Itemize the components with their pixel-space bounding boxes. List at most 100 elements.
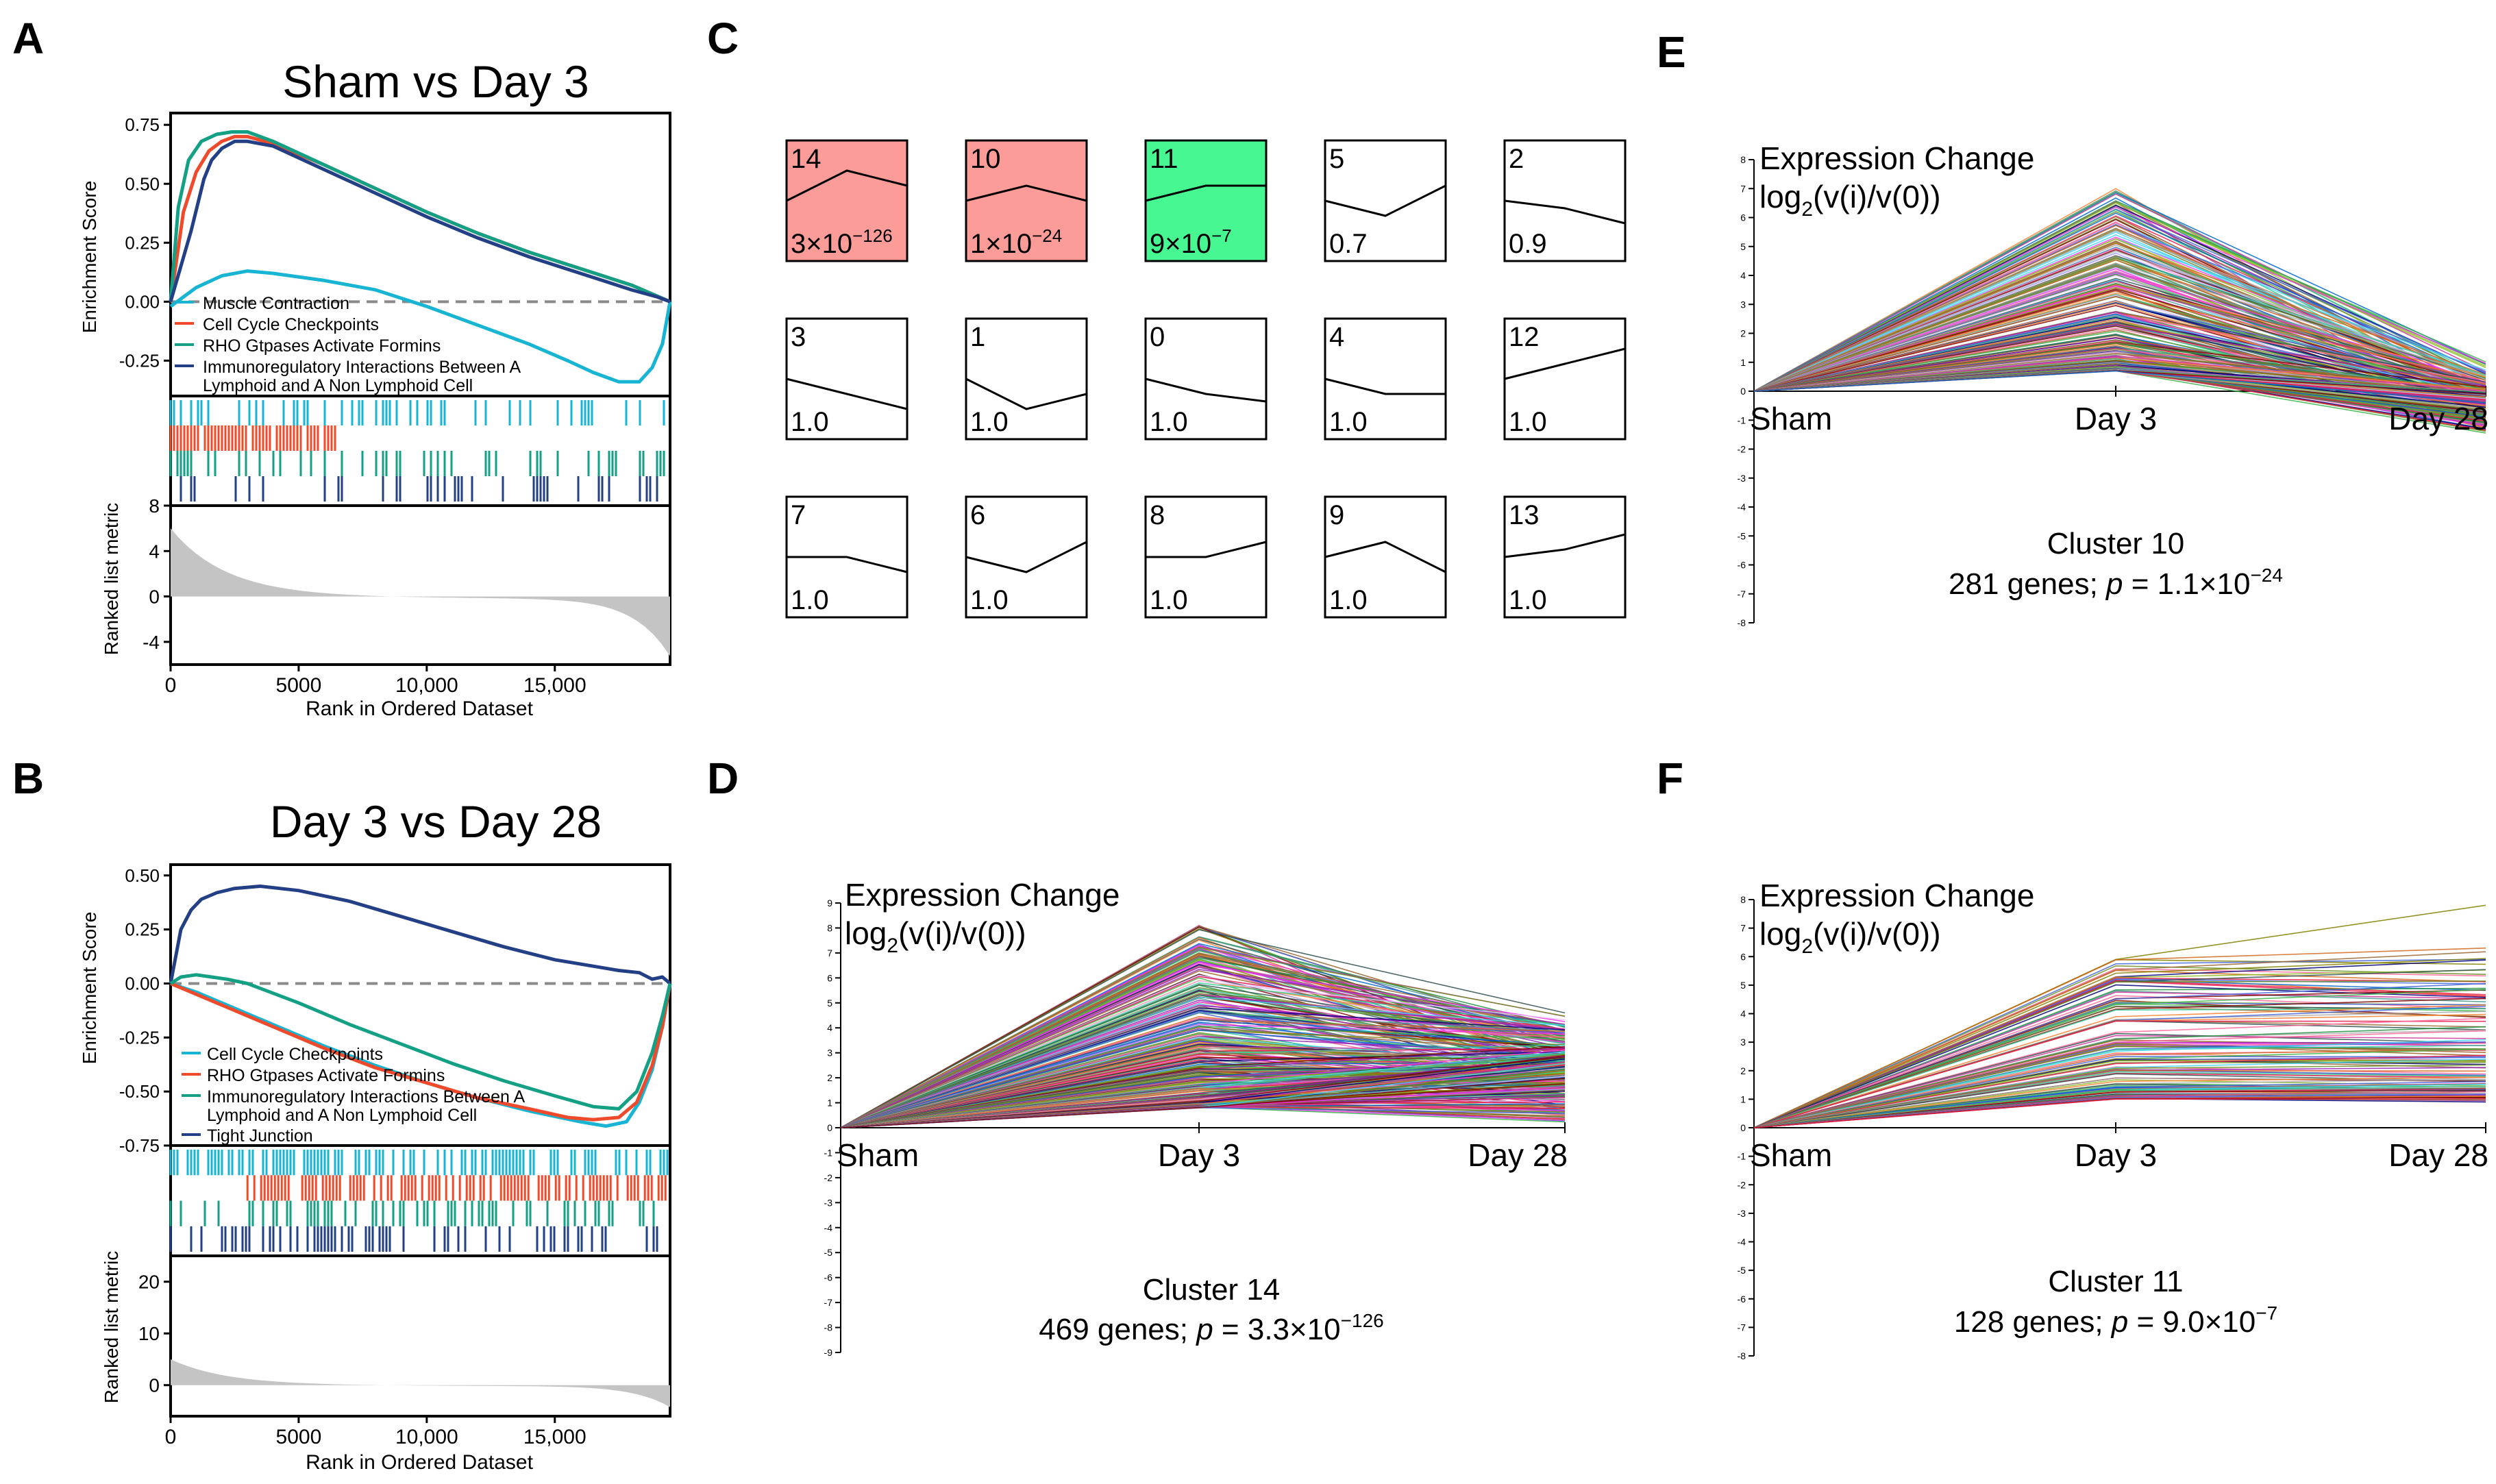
profile-pvalue: 1.0 bbox=[970, 585, 1009, 615]
cluster-xlabel-sham: Sham bbox=[837, 1137, 919, 1173]
legend-text-a-2: RHO Gtpases Activate Formins bbox=[203, 336, 441, 356]
profile-id: 12 bbox=[1509, 322, 1540, 352]
profile-cell-7: 71.0 bbox=[785, 495, 909, 619]
cluster-ytick-label: 7 bbox=[1740, 923, 1746, 934]
profile-cell-4: 41.0 bbox=[1324, 317, 1447, 441]
metric-ytick-label: 4 bbox=[149, 541, 160, 562]
legend-text-b-0: Cell Cycle Checkpoints bbox=[207, 1045, 383, 1064]
log-sub-d: 2 bbox=[887, 935, 898, 957]
heading-f: Expression Change bbox=[1759, 878, 2034, 913]
es-series-line-2 bbox=[169, 130, 671, 304]
cluster-plot-f: 8 7 6 5 4 3 2 1 0 -1 -2 -3 -4 -5 -6 -7 -8 Sham Day 3 Day 28 bbox=[1738, 894, 2488, 1361]
cluster-xlabel-day3: Day 3 bbox=[2075, 401, 2157, 436]
gene-line bbox=[1753, 1039, 2486, 1128]
cluster-ytick-label: -2 bbox=[1738, 1179, 1746, 1190]
metric-ytick-label: -4 bbox=[143, 632, 160, 653]
log-prefix-f: log bbox=[1759, 916, 1801, 952]
cluster-ytick-label: 6 bbox=[1740, 212, 1746, 223]
genes-d: 469 genes; bbox=[1039, 1313, 1196, 1346]
cluster-ytick-label: 4 bbox=[827, 1022, 832, 1033]
gene-line bbox=[1753, 275, 2486, 402]
cluster-ytick-label: -7 bbox=[1738, 589, 1746, 599]
gene-line bbox=[1753, 206, 2486, 392]
metric-ylabel-a: Ranked list metric bbox=[101, 503, 122, 656]
cluster-ytick-label: -5 bbox=[824, 1247, 833, 1258]
profile-line bbox=[1324, 184, 1446, 217]
gene-line bbox=[1753, 1060, 2486, 1128]
es-ytick-label: -0.50 bbox=[119, 1081, 160, 1102]
cluster-plot-e: 8 7 6 5 4 3 2 1 0 -1 -2 -3 -4 -5 -6 -7 -8 Sham Day 3 Day 28 bbox=[1738, 154, 2488, 628]
p-text-f: = 9.0×10 bbox=[2128, 1305, 2256, 1339]
gene-line bbox=[1753, 959, 2486, 1128]
xtick-label: 15,000 bbox=[523, 1426, 586, 1448]
profile-pvalue: 1.0 bbox=[1150, 407, 1188, 437]
legend-text-b-4: Tight Junction bbox=[207, 1126, 313, 1146]
p-exp-e: −24 bbox=[2250, 565, 2283, 586]
gene-line bbox=[1753, 1077, 2486, 1128]
log-rest-d: (v(i)/v(0)) bbox=[898, 915, 1026, 951]
gene-line bbox=[840, 1012, 1566, 1128]
profile-line bbox=[1324, 378, 1446, 395]
cluster-ytick-label: -7 bbox=[1738, 1322, 1746, 1333]
profile-id: 3 bbox=[791, 322, 806, 352]
cluster-label-e: Cluster 10 bbox=[2047, 527, 2185, 560]
profile-cell-8: 81.0 bbox=[1144, 495, 1268, 619]
es-series-line-3 bbox=[169, 973, 672, 1111]
cluster-ytick-label: -7 bbox=[824, 1297, 833, 1308]
metric-plot-b: 20 10 0 0 5000 10,000 15,000 bbox=[138, 1254, 671, 1448]
gene-line bbox=[1753, 370, 2486, 404]
hit-bands-b bbox=[169, 1144, 671, 1257]
profile-cell-14: 14 3×10−126 bbox=[785, 139, 909, 262]
profile-pvalue: 9×10−7 bbox=[1150, 225, 1232, 259]
cluster-ytick-label: -6 bbox=[1738, 1294, 1746, 1304]
gsea-title-b: Day 3 vs Day 28 bbox=[270, 796, 602, 847]
es-ytick-label: 0.50 bbox=[125, 173, 160, 194]
stats-f: 128 genes; p = 9.0×10−7 bbox=[1954, 1302, 2277, 1339]
profile-box bbox=[1503, 317, 1627, 441]
log-rest-f: (v(i)/v(0)) bbox=[1813, 916, 1941, 952]
profile-line bbox=[787, 556, 908, 573]
cluster-xlabel-day3: Day 3 bbox=[1158, 1137, 1240, 1173]
profile-pvalue-base: 1.0 bbox=[1509, 407, 1547, 437]
panel-a: A Sham vs Day 3 0.75 0.50 0.25 0.00 -0.25 8 4… bbox=[12, 14, 672, 720]
es-ytick-label: 0.00 bbox=[125, 973, 160, 993]
profile-pvalue: 1.0 bbox=[1509, 407, 1547, 437]
cluster-xlabel-day28: Day 28 bbox=[2388, 401, 2488, 436]
log-label-e: log2(v(i)/v(0)) bbox=[1759, 179, 1941, 221]
cluster-ytick-label: 8 bbox=[1740, 154, 1746, 165]
log-sub-e: 2 bbox=[1801, 198, 1813, 221]
profile-line bbox=[965, 184, 1087, 202]
es-ylabel-b: Enrichment Score bbox=[79, 912, 100, 1065]
gsea-title-a: Sham vs Day 3 bbox=[282, 56, 589, 107]
cluster-xlabel-day3: Day 3 bbox=[2075, 1137, 2157, 1173]
profile-id: 8 bbox=[1150, 500, 1165, 530]
profile-pvalue: 1.0 bbox=[970, 407, 1009, 437]
profile-line bbox=[1504, 347, 1626, 380]
profile-pvalue-exp: −7 bbox=[1211, 225, 1232, 246]
log-prefix-d: log bbox=[845, 915, 887, 951]
profile-line bbox=[1145, 184, 1266, 202]
profile-pvalue-base: 1.0 bbox=[791, 585, 829, 615]
cluster-ytick-label: 7 bbox=[1740, 183, 1746, 194]
cluster-xlabel-day28: Day 28 bbox=[1468, 1137, 1568, 1173]
gene-line bbox=[1753, 969, 2486, 1128]
profile-pvalue: 1.0 bbox=[1329, 407, 1368, 437]
metric-ytick-label: 8 bbox=[149, 495, 160, 517]
cluster-xlabel-sham: Sham bbox=[1750, 401, 1832, 436]
gene-line bbox=[1753, 965, 2486, 1128]
gene-line bbox=[1753, 1056, 2486, 1128]
profile-pvalue-base: 1.0 bbox=[1150, 585, 1188, 615]
cluster-ytick-label: -6 bbox=[824, 1272, 833, 1283]
profile-line bbox=[965, 541, 1087, 573]
cluster-ytick-label: 0 bbox=[1740, 386, 1746, 397]
heading-e: Expression Change bbox=[1759, 140, 2034, 176]
cluster-xlabel-sham: Sham bbox=[1750, 1137, 1832, 1173]
heading-d: Expression Change bbox=[845, 877, 1120, 913]
xtick-label: 15,000 bbox=[523, 674, 586, 697]
profile-pvalue-base: 1×10 bbox=[970, 229, 1032, 259]
es-ytick-label: 0.25 bbox=[125, 919, 160, 940]
profile-line bbox=[965, 378, 1087, 410]
panel-letter-a: A bbox=[12, 14, 44, 63]
gene-line bbox=[1753, 980, 2486, 1128]
